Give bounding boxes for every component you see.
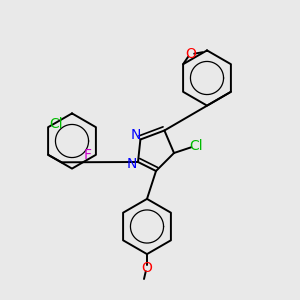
- Text: Cl: Cl: [50, 117, 63, 131]
- Text: O: O: [142, 261, 152, 274]
- Text: F: F: [83, 148, 92, 162]
- Text: O: O: [185, 47, 196, 61]
- Text: N: N: [127, 158, 137, 171]
- Text: Cl: Cl: [190, 139, 203, 152]
- Text: N: N: [131, 128, 141, 142]
